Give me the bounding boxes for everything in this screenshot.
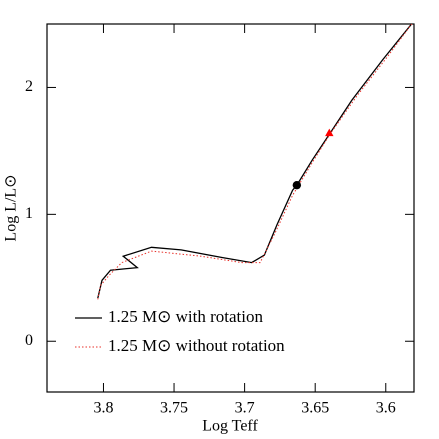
y-tick-label: 0 [25, 332, 33, 349]
marker [292, 180, 302, 190]
legend-label: 1.25 M⊙ with rotation [108, 307, 263, 326]
y-axis-label: Log L/L⊙ [3, 174, 20, 241]
x-tick-label: 3.65 [301, 400, 329, 417]
series-line [97, 24, 413, 300]
x-axis-label: Log Teff [202, 418, 258, 435]
x-tick-label: 3.6 [376, 400, 396, 417]
x-tick-label: 3.8 [93, 400, 113, 417]
series-line [97, 24, 413, 299]
y-tick-label: 2 [25, 78, 33, 95]
legend-label: 1.25 M⊙ without rotation [108, 336, 285, 355]
y-tick-label: 1 [25, 205, 33, 222]
plot-frame [46, 23, 415, 393]
x-tick-label: 3.75 [160, 400, 188, 417]
marker [325, 128, 334, 137]
x-tick-label: 3.7 [235, 400, 255, 417]
